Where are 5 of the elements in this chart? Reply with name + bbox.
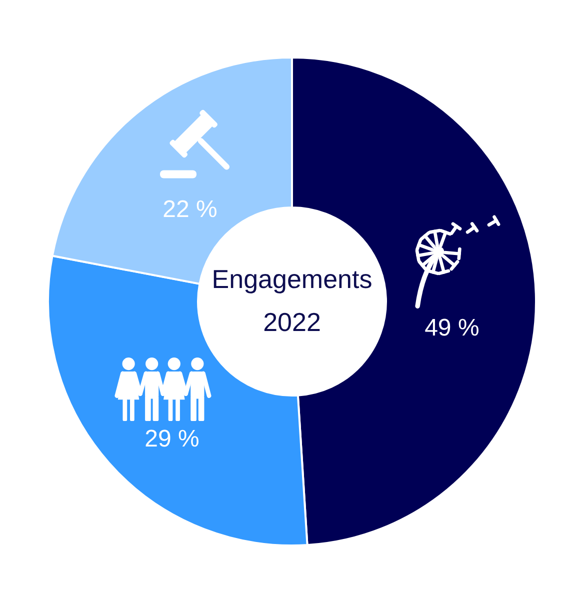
data-label: 22 %: [162, 196, 218, 224]
text: Engagements: [212, 264, 372, 294]
data-label: 49 %: [424, 314, 480, 342]
data-label: 29 %: [144, 425, 200, 452]
text: 2022: [263, 307, 321, 337]
